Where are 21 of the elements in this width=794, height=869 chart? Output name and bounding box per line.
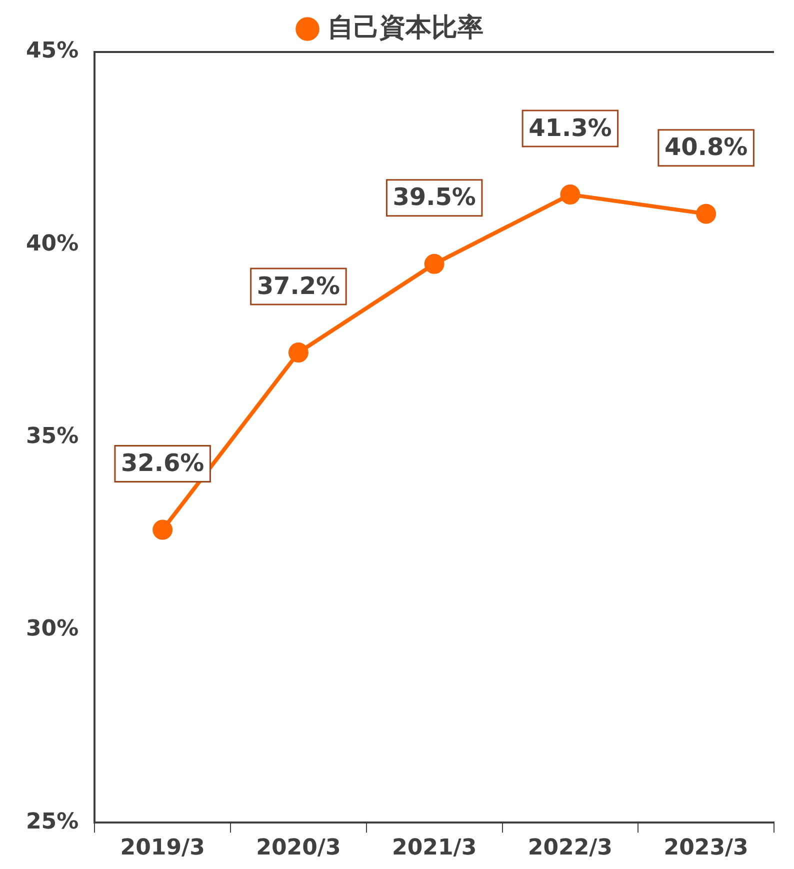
data-label: 39.5% (392, 183, 476, 212)
x-tick-label: 2019/3 (120, 836, 205, 861)
data-label: 41.3% (528, 114, 612, 142)
y-tick-label: 40% (26, 231, 79, 256)
x-tick-label: 2021/3 (392, 836, 477, 861)
x-tick-label: 2023/3 (664, 836, 748, 861)
point (696, 204, 716, 224)
y-tick-label: 45% (26, 38, 79, 64)
point (152, 520, 173, 540)
x-tick-label: 2020/3 (256, 836, 341, 861)
legend-label: 自己資本比率 (328, 12, 484, 43)
y-tick-label: 35% (26, 424, 79, 450)
x-tick-label: 2022/3 (528, 836, 612, 861)
point (424, 254, 444, 274)
point (288, 342, 308, 363)
y-tick-label: 30% (26, 616, 79, 642)
point (560, 184, 580, 205)
data-label: 37.2% (256, 272, 340, 300)
data-label: 40.8% (664, 133, 748, 162)
y-tick-label: 25% (26, 809, 79, 834)
data-label: 32.6% (120, 449, 204, 478)
